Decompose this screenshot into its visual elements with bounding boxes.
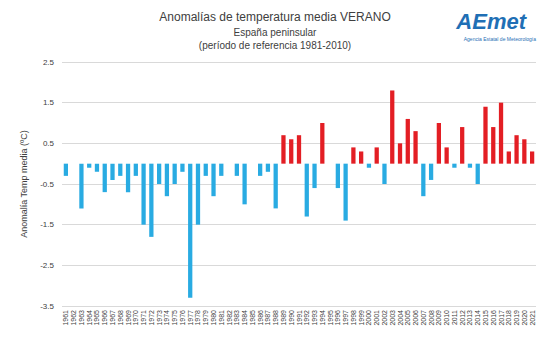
svg-text:2001: 2001	[373, 310, 380, 326]
svg-text:1991: 1991	[296, 310, 303, 326]
svg-text:1975: 1975	[171, 310, 178, 326]
svg-text:1989: 1989	[280, 310, 287, 326]
svg-text:2005: 2005	[404, 310, 411, 326]
svg-text:1965: 1965	[93, 310, 100, 326]
svg-text:1984: 1984	[241, 310, 248, 326]
svg-text:1971: 1971	[140, 310, 147, 326]
svg-text:2013: 2013	[466, 310, 473, 326]
svg-text:2015: 2015	[482, 310, 489, 326]
svg-text:1977: 1977	[187, 310, 194, 326]
svg-text:-3.5: -3.5	[40, 302, 54, 311]
svg-text:2008: 2008	[428, 310, 435, 326]
svg-text:1985: 1985	[249, 310, 256, 326]
svg-text:1994: 1994	[319, 310, 326, 326]
svg-text:España peninsular: España peninsular	[234, 27, 318, 38]
svg-text:2014: 2014	[474, 310, 481, 326]
svg-text:1974: 1974	[163, 310, 170, 326]
svg-text:2000: 2000	[365, 310, 372, 326]
svg-text:1995: 1995	[327, 310, 334, 326]
svg-text:2007: 2007	[420, 310, 427, 326]
svg-text:2002: 2002	[381, 310, 388, 326]
svg-text:Anomalía Temp media (ºC): Anomalía Temp media (ºC)	[19, 130, 29, 238]
svg-text:1968: 1968	[117, 310, 124, 326]
svg-text:(período de referencia 1981-20: (período de referencia 1981-2010)	[199, 40, 351, 51]
svg-text:1962: 1962	[70, 310, 77, 326]
svg-text:0.5: 0.5	[43, 139, 55, 148]
svg-text:1996: 1996	[334, 310, 341, 326]
svg-text:Anomalías de temperatura media: Anomalías de temperatura media VERANO	[159, 10, 390, 24]
svg-text:1992: 1992	[303, 310, 310, 326]
svg-text:1964: 1964	[86, 310, 93, 326]
svg-text:1981: 1981	[218, 310, 225, 326]
svg-text:2017: 2017	[498, 310, 505, 326]
svg-text:1986: 1986	[257, 310, 264, 326]
svg-text:2011: 2011	[451, 310, 458, 325]
svg-text:1973: 1973	[156, 310, 163, 326]
svg-text:1969: 1969	[125, 310, 132, 326]
svg-text:1.5: 1.5	[43, 98, 55, 107]
svg-text:1997: 1997	[342, 310, 349, 326]
svg-text:2012: 2012	[459, 310, 466, 326]
svg-text:1978: 1978	[194, 310, 201, 326]
svg-text:-2.5: -2.5	[40, 261, 54, 270]
svg-text:1963: 1963	[78, 310, 85, 326]
svg-text:1988: 1988	[272, 310, 279, 326]
svg-text:1966: 1966	[101, 310, 108, 326]
svg-text:2004: 2004	[397, 310, 404, 326]
svg-text:AEmet: AEmet	[455, 9, 527, 34]
svg-text:1982: 1982	[226, 310, 233, 326]
svg-text:Agencia Estatal de Meteorologí: Agencia Estatal de Meteorología	[464, 36, 536, 42]
svg-text:1967: 1967	[109, 310, 116, 326]
svg-text:2021: 2021	[529, 310, 536, 326]
svg-text:1980: 1980	[210, 310, 217, 326]
svg-text:1970: 1970	[132, 310, 139, 326]
svg-text:2.5: 2.5	[43, 58, 55, 67]
svg-text:2019: 2019	[513, 310, 520, 326]
svg-text:1993: 1993	[311, 310, 318, 326]
svg-text:1979: 1979	[202, 310, 209, 326]
svg-text:1998: 1998	[350, 310, 357, 326]
svg-text:2003: 2003	[389, 310, 396, 326]
svg-text:-1.5: -1.5	[40, 220, 54, 229]
svg-text:2009: 2009	[435, 310, 442, 326]
svg-text:1961: 1961	[62, 310, 69, 326]
svg-text:1990: 1990	[288, 310, 295, 326]
svg-text:1987: 1987	[264, 310, 271, 326]
svg-text:-0.5: -0.5	[40, 180, 54, 189]
svg-text:2018: 2018	[505, 310, 512, 326]
svg-text:2006: 2006	[412, 310, 419, 326]
svg-text:1983: 1983	[233, 310, 240, 326]
svg-text:1972: 1972	[148, 310, 155, 326]
svg-text:1976: 1976	[179, 310, 186, 326]
svg-text:1999: 1999	[358, 310, 365, 326]
svg-text:2020: 2020	[521, 310, 528, 326]
svg-text:2016: 2016	[490, 310, 497, 326]
svg-text:2010: 2010	[443, 310, 450, 326]
